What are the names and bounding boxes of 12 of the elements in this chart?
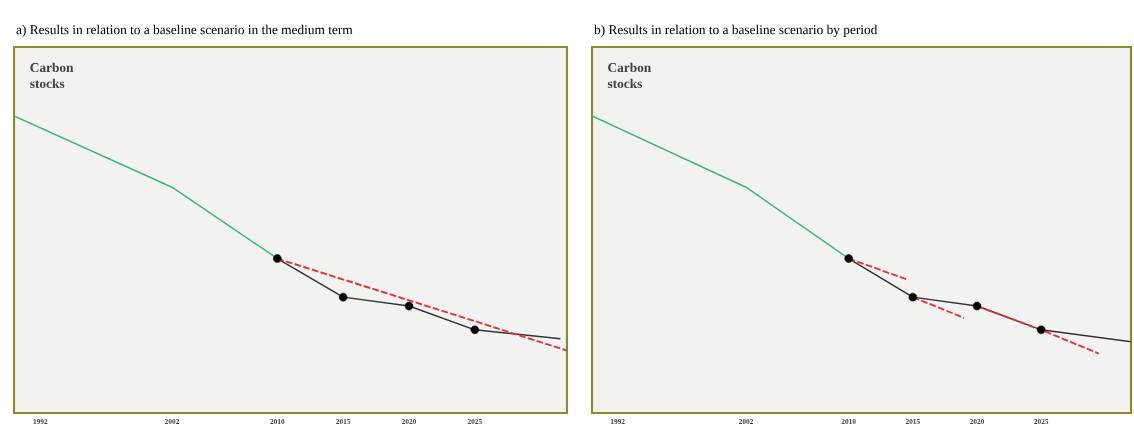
point (404, 301, 414, 311)
point (908, 292, 918, 302)
point (470, 325, 480, 335)
point (1036, 325, 1046, 335)
point (844, 254, 853, 263)
point (273, 254, 282, 263)
point (338, 292, 348, 302)
text: Carbon stocks (607, 62, 652, 89)
chart-title: a) Results in relation to a baseline scenario in the medium term (16, 24, 353, 37)
chart-title: b) Results in relation to a baseline scenario by period (594, 24, 878, 37)
text: Carbon stocks (30, 62, 74, 89)
point (972, 301, 982, 311)
